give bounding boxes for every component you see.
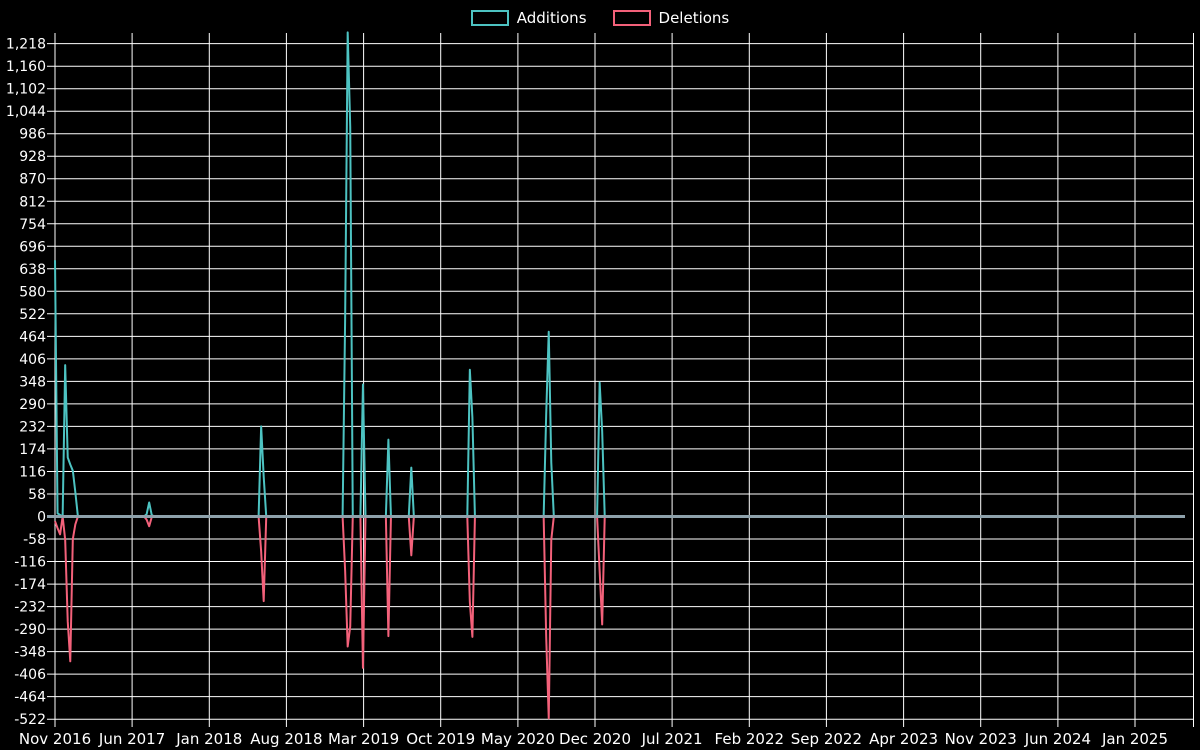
svg-text:Nov 2023: Nov 2023 (945, 730, 1017, 748)
deletions-swatch-icon (612, 10, 651, 26)
svg-text:Mar 2019: Mar 2019 (328, 730, 399, 748)
svg-text:522: 522 (19, 307, 46, 323)
deletions-line (54, 515, 1185, 720)
svg-text:58: 58 (28, 487, 46, 503)
svg-text:464: 464 (19, 329, 46, 345)
additions-swatch-icon (470, 10, 509, 26)
svg-text:-348: -348 (14, 645, 46, 661)
svg-text:232: 232 (19, 419, 46, 435)
svg-text:638: 638 (19, 262, 46, 278)
svg-text:-232: -232 (14, 600, 46, 616)
svg-text:986: 986 (19, 127, 46, 143)
legend-label-deletions: Deletions (658, 9, 730, 27)
svg-text:-522: -522 (14, 712, 46, 728)
svg-text:Aug 2018: Aug 2018 (250, 730, 322, 748)
svg-text:174: 174 (19, 442, 46, 458)
x-gridlines (54, 33, 1136, 727)
y-tick-labels: 1,218 1,160 1,102 1,044 986 928 870 812 754 696 63… (6, 37, 46, 729)
svg-text:-58: -58 (23, 532, 46, 548)
svg-text:-464: -464 (14, 690, 46, 706)
svg-text:May 2020: May 2020 (481, 730, 555, 748)
legend-label-additions: Additions (516, 9, 587, 27)
svg-text:290: 290 (19, 397, 46, 413)
svg-text:-406: -406 (14, 667, 46, 683)
svg-text:Jan 2025: Jan 2025 (1101, 730, 1168, 748)
svg-text:696: 696 (19, 239, 46, 255)
svg-text:Sep 2022: Sep 2022 (791, 730, 862, 748)
svg-text:Oct 2019: Oct 2019 (406, 730, 475, 748)
svg-text:0: 0 (37, 510, 46, 526)
svg-text:Jun 2024: Jun 2024 (1024, 730, 1091, 748)
svg-text:1,218: 1,218 (6, 37, 46, 53)
svg-text:Jan 2018: Jan 2018 (175, 730, 242, 748)
svg-text:348: 348 (19, 374, 46, 390)
legend-item-additions[interactable]: Additions (470, 9, 587, 27)
y-gridlines (47, 43, 1194, 720)
svg-text:754: 754 (19, 217, 46, 233)
svg-text:1,160: 1,160 (6, 59, 46, 75)
svg-text:406: 406 (19, 352, 46, 368)
svg-text:Jun 2017: Jun 2017 (98, 730, 165, 748)
svg-text:-116: -116 (14, 555, 46, 571)
svg-text:-174: -174 (14, 577, 46, 593)
chart-legend: Additions Deletions (0, 7, 1200, 29)
svg-text:580: 580 (19, 284, 46, 300)
svg-text:Jul 2021: Jul 2021 (641, 730, 703, 748)
legend-item-deletions[interactable]: Deletions (612, 9, 730, 27)
svg-text:870: 870 (19, 172, 46, 188)
x-tick-labels: Nov 2016 Jun 2017 Jan 2018 Aug 2018 Mar 2019… (19, 730, 1168, 748)
svg-text:-290: -290 (14, 622, 46, 638)
additions-line (54, 31, 1185, 518)
svg-text:Dec 2020: Dec 2020 (559, 730, 631, 748)
svg-text:Nov 2016: Nov 2016 (19, 730, 91, 748)
svg-text:928: 928 (19, 149, 46, 165)
svg-text:1,044: 1,044 (6, 104, 46, 120)
svg-text:Apr 2023: Apr 2023 (869, 730, 938, 748)
svg-text:812: 812 (19, 194, 46, 210)
svg-text:1,102: 1,102 (6, 82, 46, 98)
svg-text:Feb 2022: Feb 2022 (715, 730, 785, 748)
svg-text:116: 116 (19, 465, 46, 481)
